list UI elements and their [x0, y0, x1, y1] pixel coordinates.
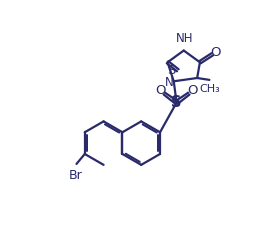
Text: Br: Br	[69, 169, 82, 182]
Text: O: O	[187, 84, 198, 97]
Text: O: O	[210, 46, 220, 59]
Text: CH₃: CH₃	[200, 84, 221, 94]
Text: NH: NH	[176, 32, 194, 45]
Text: S: S	[167, 64, 176, 77]
Text: O: O	[156, 84, 166, 97]
Text: S: S	[171, 95, 182, 110]
Text: N: N	[165, 76, 174, 89]
